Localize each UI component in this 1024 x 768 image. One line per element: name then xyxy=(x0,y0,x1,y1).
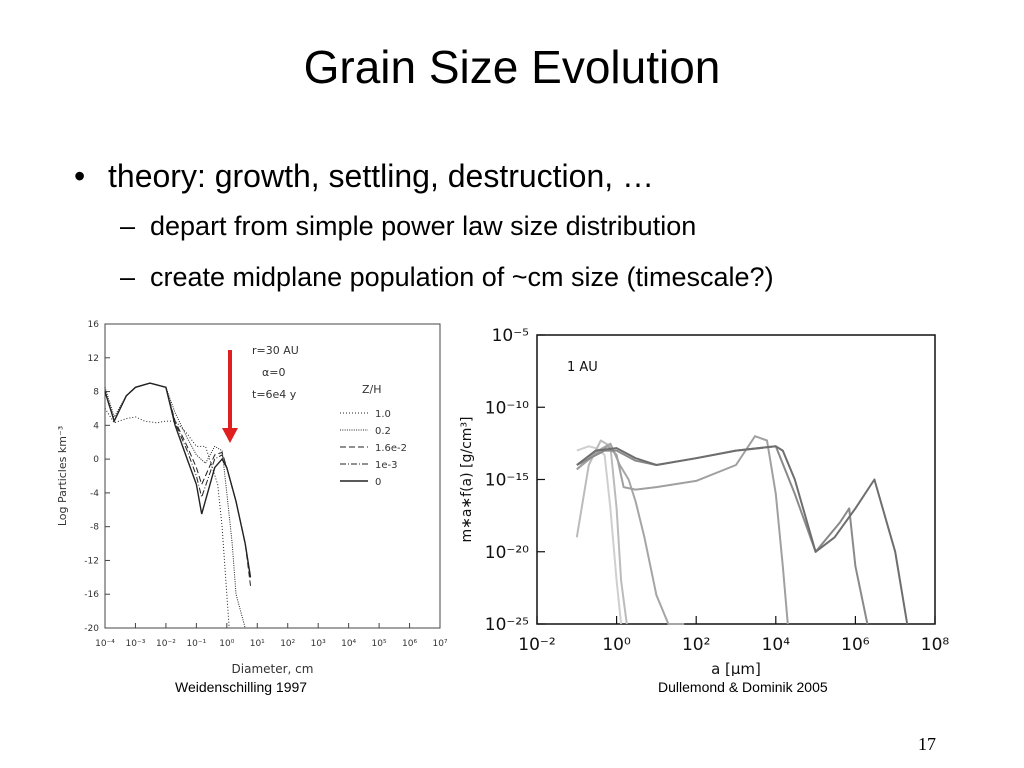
y-axis-label: m∗a∗f(a) [g/cm³] xyxy=(459,416,475,542)
dash-icon: – xyxy=(120,211,136,241)
x-tick-label: 10⁻⁴ xyxy=(95,639,115,649)
x-tick-label: 10⁻² xyxy=(156,639,176,649)
x-tick-label: 10³ xyxy=(311,639,326,649)
x-tick-label: 10² xyxy=(682,635,710,655)
sub-bullet-text: depart from simple power law size distri… xyxy=(150,211,697,241)
page-number: 17 xyxy=(918,734,936,754)
y-axis-label: Log Particles km⁻³ xyxy=(56,426,69,526)
y-tick-label: 10⁻²⁰ xyxy=(485,543,529,563)
legend-label: 1.0 xyxy=(375,409,391,420)
x-tick-label: 10² xyxy=(280,639,295,649)
y-tick-label: -16 xyxy=(84,590,99,600)
slide-title: Grain Size Evolution xyxy=(303,41,721,93)
y-tick-label: -12 xyxy=(84,556,99,566)
x-tick-label: 10⁻¹ xyxy=(186,639,206,649)
plot-frame xyxy=(104,323,441,629)
y-tick-label: 12 xyxy=(88,354,99,364)
x-tick-label: 10⁶ xyxy=(841,635,870,655)
figure-weidenschilling: 10⁻⁴ 10⁻³ 10⁻² 10⁻¹ 10⁰ 10¹ 10² 10³ 10⁴ 10⁵ 10⁶ 10⁷… xyxy=(40,312,460,680)
series-line xyxy=(104,382,246,629)
series-line xyxy=(104,408,230,629)
series-line xyxy=(575,439,628,625)
caption-left: Weidenschilling 1997 xyxy=(175,679,308,695)
legend-label: 0 xyxy=(375,477,381,488)
main-bullet: • theory: growth, settling, destruction, … xyxy=(74,158,654,195)
annotation: α=0 xyxy=(262,366,285,379)
y-tick-label: 10⁻²⁵ xyxy=(485,615,529,635)
caption-right: Dullemond & Dominik 2005 xyxy=(658,679,828,695)
sub-bullet-text: create midplane population of ~cm size (… xyxy=(150,262,774,292)
main-bullet-text: theory: growth, settling, destruction, … xyxy=(108,158,655,194)
x-axis-label: a [μm] xyxy=(711,660,761,676)
legend-label: 0.2 xyxy=(375,426,391,437)
series-line xyxy=(576,435,789,625)
x-tick-label: 10¹ xyxy=(250,639,265,649)
grain-distribution-chart: 10⁻⁴ 10⁻³ 10⁻² 10⁻¹ 10⁰ 10¹ 10² 10³ 10⁴ 10⁵ 10⁶ 10⁷… xyxy=(56,320,448,676)
bullet-dot-icon: • xyxy=(74,158,86,194)
sub-bullet: – depart from simple power law size distr… xyxy=(120,211,696,242)
x-tick-label: 10⁰ xyxy=(602,635,631,655)
x-tick-label: 10⁶ xyxy=(402,639,417,649)
y-tick-label: 4 xyxy=(93,421,99,431)
x-tick-label: 10⁴ xyxy=(762,635,791,655)
legend-label: 1e-3 xyxy=(375,460,398,471)
figure-dullemond: 10⁻² 10⁰ 10² 10⁴ 10⁶ 10⁸ 10⁻⁵ 10⁻¹⁰ 10⁻¹⁵ 10⁻²⁰ 10… xyxy=(455,318,970,676)
sub-bullet: – create midplane population of ~cm size … xyxy=(120,262,774,293)
y-tick-label: -20 xyxy=(84,624,99,634)
x-tick-label: 10⁸ xyxy=(921,635,950,655)
x-axis-label: Diameter, cm xyxy=(232,662,314,676)
annotation: t=6e4 y xyxy=(252,388,297,401)
series-line xyxy=(576,445,623,625)
x-tick-label: 10⁵ xyxy=(372,639,387,649)
y-tick-label: -4 xyxy=(90,489,99,499)
legend-label: 1.6e-2 xyxy=(375,443,407,454)
y-tick-label: 10⁻¹⁰ xyxy=(485,398,529,418)
x-tick-label: 10⁻² xyxy=(518,635,555,655)
legend-title: Z/H xyxy=(362,383,382,396)
x-tick-label: 10⁻³ xyxy=(126,639,146,649)
series-line xyxy=(104,382,252,578)
dash-icon: – xyxy=(120,262,136,292)
annotation: 1 AU xyxy=(567,360,598,375)
y-tick-label: 0 xyxy=(93,455,99,465)
y-tick-label: -8 xyxy=(90,523,99,533)
x-tick-label: 10⁷ xyxy=(432,639,447,649)
x-tick-label: 10⁰ xyxy=(219,639,234,649)
y-tick-label: 10⁻⁵ xyxy=(492,326,529,346)
red-arrow-icon xyxy=(222,428,238,443)
y-tick-label: 16 xyxy=(88,320,100,330)
dust-density-chart: 10⁻² 10⁰ 10² 10⁴ 10⁶ 10⁸ 10⁻⁵ 10⁻¹⁰ 10⁻¹⁵ 10⁻²⁰ 10… xyxy=(459,326,950,676)
annotation: r=30 AU xyxy=(252,344,299,357)
series-line xyxy=(576,442,685,625)
y-tick-label: 8 xyxy=(93,388,99,398)
x-tick-label: 10⁴ xyxy=(341,639,356,649)
series-line xyxy=(576,445,909,625)
y-tick-label: 10⁻¹⁵ xyxy=(485,471,529,491)
